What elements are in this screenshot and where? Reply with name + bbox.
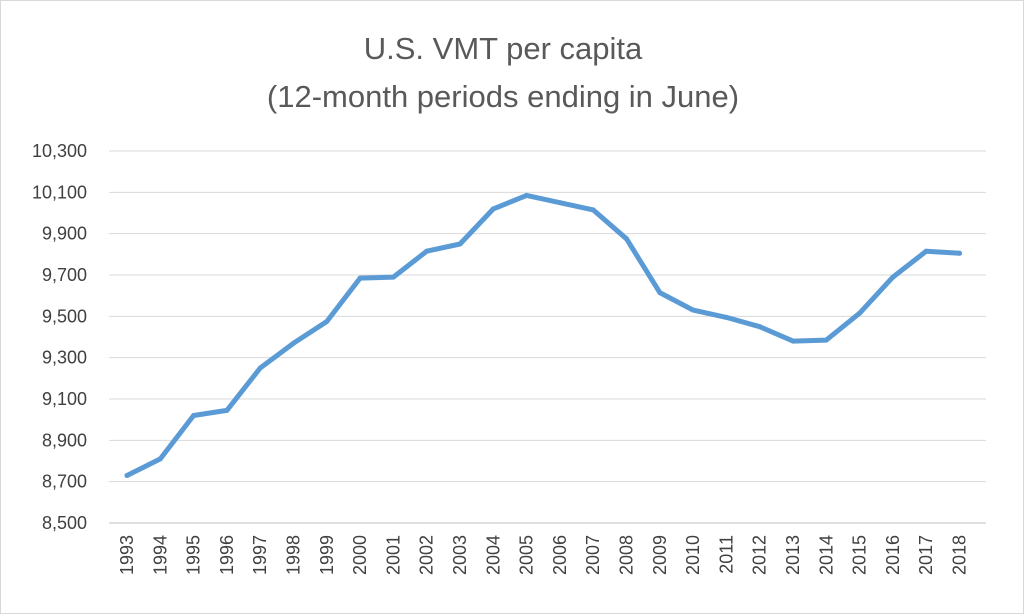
data-point <box>257 365 263 371</box>
x-tick-label: 2010 <box>683 535 703 575</box>
data-point <box>424 248 430 254</box>
y-tick-label: 8,900 <box>42 430 87 450</box>
chart-subtitle: (12-month periods ending in June) <box>267 79 739 114</box>
x-tick-label: 2006 <box>550 535 570 575</box>
data-point <box>690 307 696 313</box>
x-tick-label: 2005 <box>517 535 537 575</box>
data-point <box>823 337 829 343</box>
y-tick-label: 9,300 <box>42 348 87 368</box>
x-tick-label: 1995 <box>184 535 204 575</box>
y-tick-label: 9,100 <box>42 389 87 409</box>
x-tick-label: 2002 <box>417 535 437 575</box>
data-point <box>624 236 629 242</box>
data-point <box>957 250 962 256</box>
y-tick-label: 8,500 <box>42 513 87 533</box>
y-tick-label: 10,300 <box>32 141 87 161</box>
x-tick-label: 1998 <box>284 535 304 575</box>
x-tick-label: 1994 <box>150 535 170 575</box>
data-point <box>357 275 363 281</box>
data-point <box>790 338 796 344</box>
data-point <box>124 473 130 478</box>
x-tick-label: 2008 <box>617 535 637 575</box>
y-axis-tick-labels: 8,500 8,700 8,900 9,100 9,300 9,500 9,700 9,900… <box>32 141 87 533</box>
data-point <box>590 207 596 213</box>
data-point <box>457 241 463 247</box>
x-tick-label: 2007 <box>583 535 603 575</box>
x-tick-label: 2013 <box>783 535 803 575</box>
data-point <box>557 200 563 206</box>
x-tick-label: 1999 <box>317 535 337 575</box>
data-point <box>890 274 896 280</box>
data-point <box>324 319 330 324</box>
x-tick-label: 2012 <box>750 535 770 575</box>
x-axis-tick-labels: 1993 1994 1995 1996 1997 1998 1999 2000 2001 2002… <box>117 535 970 575</box>
y-tick-label: 9,500 <box>42 306 87 326</box>
data-point <box>291 340 296 346</box>
x-tick-label: 2009 <box>650 535 670 575</box>
data-point <box>490 206 496 212</box>
y-tick-label: 8,700 <box>42 472 87 492</box>
x-tick-label: 2011 <box>716 535 736 574</box>
x-tick-label: 2018 <box>950 535 970 575</box>
data-point <box>157 456 163 462</box>
chart-title: U.S. VMT per capita <box>364 31 643 66</box>
series-line <box>124 192 962 478</box>
data-point <box>191 413 197 418</box>
x-tick-label: 2004 <box>483 535 503 575</box>
x-tick-label: 1996 <box>217 535 237 575</box>
y-tick-label: 9,900 <box>42 224 87 244</box>
x-tick-label: 2003 <box>450 535 470 575</box>
x-tick-label: 1993 <box>117 535 137 575</box>
data-point <box>723 314 729 320</box>
x-tick-label: 1997 <box>250 535 270 575</box>
data-point <box>224 407 230 413</box>
y-tick-label: 10,100 <box>32 182 87 202</box>
data-point <box>757 324 763 330</box>
grid-lines <box>109 150 986 524</box>
data-point <box>390 274 396 280</box>
data-point <box>524 192 530 198</box>
x-tick-label: 2015 <box>850 535 870 575</box>
series-layer <box>124 192 962 478</box>
x-tick-label: 2017 <box>916 535 936 575</box>
data-point <box>857 310 863 316</box>
x-tick-label: 2014 <box>816 535 836 575</box>
x-tick-label: 2000 <box>350 535 370 575</box>
y-tick-label: 9,700 <box>42 265 87 285</box>
data-point <box>923 248 929 254</box>
x-tick-label: 2001 <box>383 535 403 575</box>
data-point <box>657 290 663 296</box>
x-tick-label: 2016 <box>883 535 903 575</box>
